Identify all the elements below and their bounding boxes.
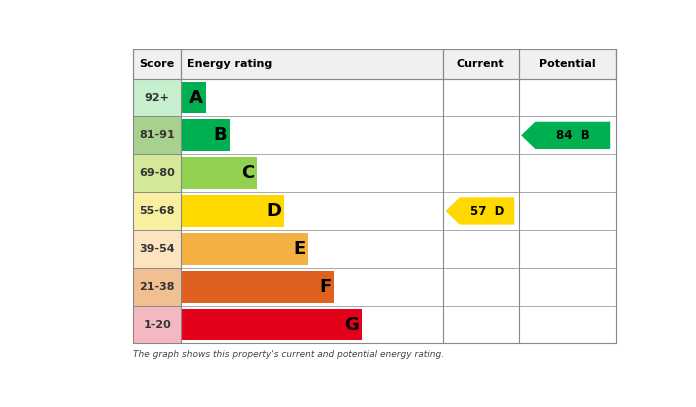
Bar bbox=[182, 120, 230, 151]
Bar bbox=[519, 116, 615, 154]
Bar bbox=[133, 268, 182, 306]
Text: 84  B: 84 B bbox=[556, 129, 590, 142]
Text: 57  D: 57 D bbox=[470, 205, 504, 217]
Bar bbox=[519, 154, 615, 192]
Text: The graph shows this property's current and potential energy rating.: The graph shows this property's current … bbox=[133, 350, 444, 359]
Bar bbox=[443, 306, 519, 344]
Bar bbox=[133, 116, 182, 154]
Text: D: D bbox=[266, 202, 281, 220]
Bar bbox=[443, 154, 519, 192]
Bar bbox=[519, 306, 615, 344]
Bar bbox=[182, 82, 206, 114]
Bar bbox=[443, 230, 519, 268]
Bar bbox=[133, 49, 615, 79]
Text: B: B bbox=[214, 126, 227, 144]
Bar bbox=[443, 79, 519, 116]
Text: 81-91: 81-91 bbox=[139, 130, 175, 140]
Text: 21-38: 21-38 bbox=[139, 282, 175, 292]
Text: Potential: Potential bbox=[539, 59, 595, 69]
Text: F: F bbox=[319, 278, 331, 295]
Text: Current: Current bbox=[457, 59, 505, 69]
Bar bbox=[519, 230, 615, 268]
Bar bbox=[182, 271, 334, 302]
Text: 69-80: 69-80 bbox=[139, 168, 175, 178]
Bar bbox=[519, 192, 615, 230]
Text: Score: Score bbox=[139, 59, 175, 69]
Polygon shape bbox=[445, 197, 514, 225]
Bar bbox=[182, 195, 284, 227]
Bar bbox=[182, 79, 443, 116]
Bar bbox=[133, 79, 182, 116]
Bar bbox=[182, 154, 443, 192]
Bar bbox=[133, 306, 182, 344]
Text: 55-68: 55-68 bbox=[139, 206, 175, 216]
Bar bbox=[182, 157, 257, 189]
Bar bbox=[443, 268, 519, 306]
Bar bbox=[519, 79, 615, 116]
Bar bbox=[133, 154, 182, 192]
Bar bbox=[182, 268, 443, 306]
Bar bbox=[133, 230, 182, 268]
Bar bbox=[443, 116, 519, 154]
Text: G: G bbox=[345, 315, 359, 333]
Text: 1-20: 1-20 bbox=[143, 319, 171, 330]
Polygon shape bbox=[521, 122, 610, 149]
Bar bbox=[182, 306, 443, 344]
Text: 39-54: 39-54 bbox=[139, 244, 175, 254]
Bar bbox=[519, 268, 615, 306]
Bar bbox=[182, 233, 308, 265]
Bar bbox=[443, 192, 519, 230]
Text: Energy rating: Energy rating bbox=[187, 59, 272, 69]
Bar bbox=[182, 309, 362, 340]
Bar bbox=[182, 230, 443, 268]
Bar bbox=[133, 192, 182, 230]
Bar bbox=[182, 116, 443, 154]
Text: C: C bbox=[241, 164, 254, 182]
Bar bbox=[182, 192, 443, 230]
Text: A: A bbox=[189, 89, 203, 107]
Text: E: E bbox=[293, 240, 306, 258]
Text: 92+: 92+ bbox=[145, 92, 170, 103]
